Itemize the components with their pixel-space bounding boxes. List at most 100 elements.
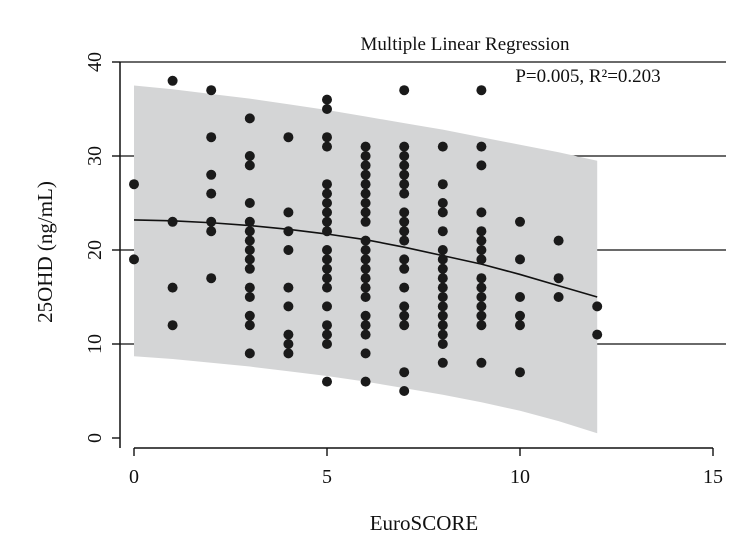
data-point xyxy=(399,226,410,237)
chart-title: Multiple Linear Regression xyxy=(361,34,570,55)
y-tick-label: 20 xyxy=(84,240,106,260)
data-point xyxy=(167,282,178,293)
y-tick-label: 10 xyxy=(84,334,106,354)
data-point xyxy=(167,75,178,86)
x-tick-label: 0 xyxy=(129,466,139,488)
data-point xyxy=(283,282,294,293)
data-point xyxy=(360,169,371,180)
data-point xyxy=(360,207,371,218)
data-point xyxy=(283,339,294,349)
data-point xyxy=(437,310,448,321)
y-tick-label: 30 xyxy=(84,146,106,166)
data-point xyxy=(322,376,332,387)
data-point xyxy=(437,329,448,340)
data-point xyxy=(360,188,371,199)
data-point xyxy=(322,254,332,265)
data-point xyxy=(167,216,178,227)
data-point xyxy=(437,226,448,237)
data-point xyxy=(476,160,487,171)
data-point xyxy=(283,245,294,255)
data-point xyxy=(322,94,332,105)
stats-annotation: P=0.005, R²=0.203 xyxy=(515,66,660,87)
data-point xyxy=(437,292,448,302)
data-point xyxy=(244,310,255,321)
data-point xyxy=(476,85,487,96)
x-axis-label: EuroSCORE xyxy=(370,511,479,535)
data-point xyxy=(283,329,294,340)
data-point xyxy=(437,301,448,312)
data-point xyxy=(244,254,255,265)
x-tick-label: 10 xyxy=(510,466,530,488)
data-point xyxy=(553,273,564,284)
data-point xyxy=(244,263,255,274)
data-point xyxy=(360,320,371,331)
y-tick-label: 40 xyxy=(84,52,106,72)
data-point xyxy=(360,273,371,284)
data-point xyxy=(515,292,525,302)
data-point xyxy=(592,329,603,340)
data-point xyxy=(437,282,448,293)
data-point xyxy=(244,292,255,302)
data-point xyxy=(244,320,255,331)
data-point xyxy=(244,235,255,246)
data-point xyxy=(437,263,448,274)
data-point xyxy=(283,301,294,312)
data-point xyxy=(437,179,448,190)
data-point xyxy=(437,254,448,265)
data-point xyxy=(322,141,332,152)
data-point xyxy=(515,310,525,321)
data-point xyxy=(322,301,332,312)
data-point xyxy=(129,254,139,265)
x-tick-label: 5 xyxy=(322,466,332,488)
data-point xyxy=(399,188,410,199)
data-point xyxy=(322,207,332,218)
data-point xyxy=(399,169,410,180)
data-point xyxy=(399,141,410,152)
data-point xyxy=(515,367,525,378)
data-point xyxy=(360,235,371,246)
data-point xyxy=(360,141,371,152)
data-point xyxy=(515,254,525,265)
data-point xyxy=(244,160,255,171)
data-point xyxy=(283,348,294,359)
data-point xyxy=(283,226,294,237)
data-point xyxy=(360,282,371,293)
data-point xyxy=(244,245,255,255)
data-point xyxy=(244,348,255,359)
data-point xyxy=(399,216,410,227)
data-point xyxy=(399,320,410,331)
data-point xyxy=(244,226,255,237)
data-point xyxy=(206,85,217,96)
data-point xyxy=(592,301,603,312)
data-point xyxy=(322,198,332,208)
data-point xyxy=(360,376,371,387)
data-point xyxy=(399,301,410,312)
axes: 0 10 20 30 40 0 5 10 15 xyxy=(84,52,723,488)
data-point xyxy=(437,245,448,255)
data-point xyxy=(399,263,410,274)
data-point xyxy=(244,151,255,161)
data-point xyxy=(476,254,487,265)
data-point xyxy=(129,179,139,190)
data-point xyxy=(322,132,332,143)
data-point xyxy=(399,179,410,190)
data-point xyxy=(322,320,332,331)
data-point xyxy=(437,198,448,208)
data-point xyxy=(476,235,487,246)
data-point xyxy=(476,207,487,218)
data-point xyxy=(360,254,371,265)
data-point xyxy=(399,310,410,321)
data-point xyxy=(360,263,371,274)
data-point xyxy=(322,216,332,227)
data-point xyxy=(167,320,178,331)
data-point xyxy=(322,104,332,114)
data-point xyxy=(322,339,332,349)
data-point xyxy=(437,207,448,218)
data-point xyxy=(399,282,410,293)
data-point xyxy=(283,132,294,143)
data-point xyxy=(476,141,487,152)
data-point xyxy=(399,207,410,218)
data-points xyxy=(129,75,603,396)
y-tick-label: 0 xyxy=(84,433,106,443)
